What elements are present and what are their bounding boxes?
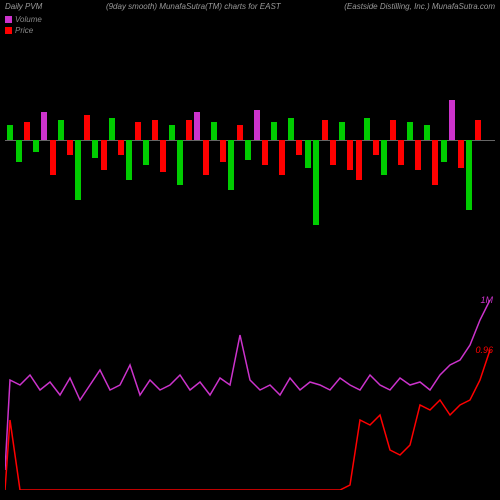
bar (169, 125, 175, 140)
bar (109, 118, 115, 140)
bar (152, 120, 158, 140)
bar (75, 140, 81, 200)
bar (313, 140, 319, 225)
bar (50, 140, 56, 175)
bar (254, 110, 260, 140)
bar (16, 140, 22, 162)
bar (203, 140, 209, 175)
header-right: (Eastside Distilling, Inc.) MunafaSutra.… (344, 2, 495, 11)
bar (92, 140, 98, 158)
header-center: (9day smooth) MunafaSutra(TM) charts for… (106, 2, 281, 11)
bar (67, 140, 73, 155)
bar (466, 140, 472, 210)
bar-chart-panel (5, 90, 495, 240)
bar (211, 122, 217, 140)
bar (58, 120, 64, 140)
bar (262, 140, 268, 165)
bar (407, 122, 413, 140)
bar (475, 120, 481, 140)
bar (135, 122, 141, 140)
bar (118, 140, 124, 155)
bar (279, 140, 285, 175)
bar (84, 115, 90, 140)
price-swatch (5, 27, 12, 34)
bar (220, 140, 226, 162)
bar (33, 140, 39, 152)
volume-value-label: 1M (480, 295, 493, 305)
bar (424, 125, 430, 140)
bar (101, 140, 107, 170)
bar (305, 140, 311, 168)
bar (143, 140, 149, 165)
line-svg (5, 290, 495, 490)
bar (381, 140, 387, 175)
bar (237, 125, 243, 140)
bar (322, 120, 328, 140)
bar (288, 118, 294, 140)
bar (245, 140, 251, 160)
bar (7, 125, 13, 140)
bar (177, 140, 183, 185)
bar (271, 122, 277, 140)
bar (364, 118, 370, 140)
legend-volume: Volume (5, 14, 42, 25)
bar (186, 120, 192, 140)
bar (458, 140, 464, 168)
bar (330, 140, 336, 165)
bar (228, 140, 234, 190)
bar (390, 120, 396, 140)
volume-line (5, 300, 490, 470)
bar (126, 140, 132, 180)
header-left: Daily PVM (5, 2, 42, 11)
legend: Volume Price (5, 14, 42, 36)
bar (296, 140, 302, 155)
bar (41, 112, 47, 140)
price-value-label: 0.96 (475, 345, 493, 355)
bar (441, 140, 447, 162)
bar (398, 140, 404, 165)
bar (194, 112, 200, 140)
bar (339, 122, 345, 140)
bar (415, 140, 421, 170)
bar (432, 140, 438, 185)
bar (160, 140, 166, 172)
bar (449, 100, 455, 140)
volume-swatch (5, 16, 12, 23)
chart-header: Daily PVM (9day smooth) MunafaSutra(TM) … (5, 2, 495, 11)
line-chart-panel: 1M 0.96 (5, 290, 495, 490)
legend-price: Price (5, 25, 42, 36)
bar (356, 140, 362, 180)
bar (24, 122, 30, 140)
bar (347, 140, 353, 170)
bars-container (5, 90, 495, 240)
bar (373, 140, 379, 155)
chart-area: 1M 0.96 (5, 50, 495, 495)
